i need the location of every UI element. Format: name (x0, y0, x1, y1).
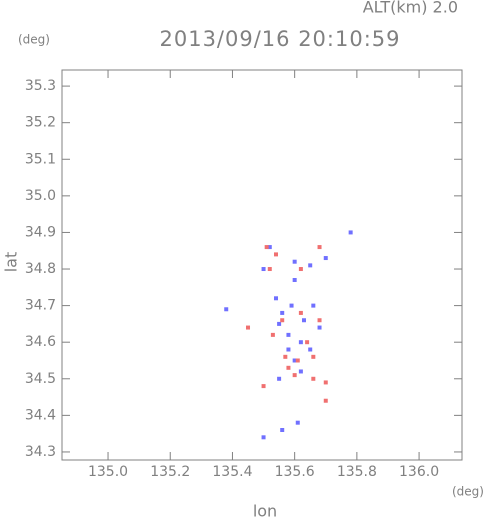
chart-title: 2013/09/16 20:10:59 (159, 27, 400, 51)
x-tick-label: 135.8 (337, 464, 377, 480)
y-tick-label: 34.5 (25, 371, 56, 387)
echo-point (298, 267, 303, 272)
echo-point (289, 303, 294, 308)
echo-point (311, 303, 316, 308)
echo-point (311, 354, 316, 359)
echo-point (267, 267, 272, 272)
echo-point (311, 376, 316, 381)
echo-point (317, 318, 322, 323)
y-tick-label: 35.1 (25, 151, 56, 167)
y-tick-label: 35.2 (25, 115, 56, 131)
echo-point (295, 420, 300, 425)
echo-point (317, 325, 322, 330)
echo-point (261, 384, 266, 389)
y-tick-label: 34.3 (25, 444, 56, 460)
echo-point (301, 318, 306, 323)
x-tick-label: 135.2 (150, 464, 190, 480)
echo-point (308, 347, 313, 352)
echo-point (286, 347, 291, 352)
echo-point (270, 332, 275, 337)
echo-point (298, 310, 303, 315)
y-tick-label: 34.8 (25, 261, 56, 277)
y-tick-label: 35.0 (25, 188, 56, 204)
y-tick-label: 34.6 (25, 334, 56, 350)
plot-frame (61, 69, 463, 461)
echo-point (261, 435, 266, 440)
altitude: ALT(km) 2.0 (363, 0, 458, 17)
echo-point (277, 376, 282, 381)
echo-point (286, 365, 291, 370)
x-unit: (deg) (452, 485, 484, 499)
echo-point (348, 230, 353, 235)
y-unit: (deg) (18, 33, 50, 47)
echo-point (246, 325, 251, 330)
echo-point (224, 307, 229, 312)
x-axis-label: lon (253, 502, 277, 521)
y-tick-label: 34.9 (25, 224, 56, 240)
echo-point (280, 318, 285, 323)
echo-point (305, 340, 310, 345)
y-axis-label: lat (2, 252, 21, 273)
echo-point (323, 380, 328, 385)
x-tick-label: 135.6 (275, 464, 315, 480)
echo-point (273, 252, 278, 257)
echo-point (298, 369, 303, 374)
echo-point (292, 259, 297, 264)
echo-point (261, 267, 266, 272)
echo-point (292, 358, 297, 363)
echo-point (317, 245, 322, 250)
y-tick-label: 35.3 (25, 78, 56, 94)
echo-point (264, 245, 269, 250)
echo-point (277, 321, 282, 326)
echo-point (280, 428, 285, 432)
echo-point (273, 296, 278, 301)
echo-point (292, 278, 297, 282)
echo-point (323, 398, 328, 403)
echo-point (286, 332, 291, 337)
echo-point (323, 256, 328, 261)
y-tick-label: 34.7 (25, 298, 56, 314)
y-tick-label: 34.4 (25, 407, 56, 423)
x-tick-label: 135.0 (88, 464, 128, 480)
echo-point (295, 358, 300, 363)
echo-point (308, 263, 313, 268)
x-tick-label: 136.0 (399, 464, 439, 480)
echo-point (267, 245, 272, 250)
echo-point (298, 340, 303, 345)
echo-point (280, 310, 285, 315)
echo-point (283, 354, 288, 359)
x-tick-label: 135.4 (212, 464, 252, 480)
echo-point (292, 373, 297, 378)
